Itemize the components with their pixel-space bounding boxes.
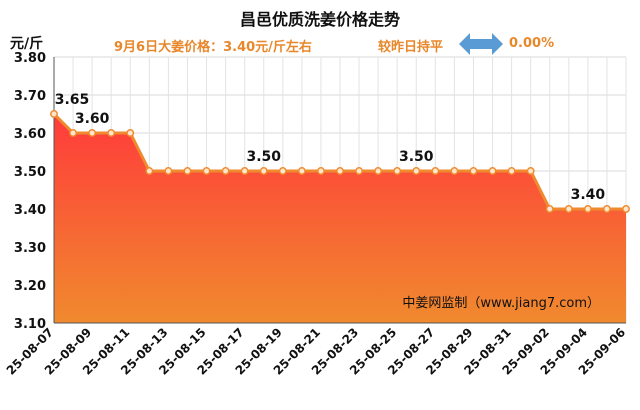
- data-point: [164, 167, 173, 175]
- data-point: [221, 167, 230, 175]
- data-point: [88, 129, 97, 137]
- data-point: [50, 110, 58, 118]
- data-point: [431, 167, 440, 175]
- y-tick-label: 3.80: [14, 51, 46, 66]
- data-point: [412, 167, 421, 175]
- data-point: [602, 205, 611, 213]
- data-point: [183, 167, 192, 175]
- axes: 3.103.203.303.403.503.603.703.8025-08-07…: [4, 51, 628, 378]
- data-point: [469, 167, 478, 175]
- data-point: [450, 167, 459, 175]
- data-points: [50, 110, 630, 213]
- data-label: 3.40: [571, 187, 606, 203]
- data-point: [526, 167, 535, 175]
- data-point: [583, 205, 592, 213]
- data-point: [488, 167, 497, 175]
- data-point: [69, 129, 78, 137]
- change-value: 0.00%: [509, 36, 555, 51]
- data-point: [316, 167, 325, 175]
- y-tick-label: 3.20: [14, 279, 46, 294]
- watermark-text: 中姜网监制（www.jiang7.com）: [402, 296, 600, 311]
- double-arrow-icon: [459, 33, 503, 55]
- y-tick-label: 3.40: [14, 203, 46, 218]
- chart-title: 昌邑优质洗姜价格走势: [239, 10, 400, 29]
- data-point: [297, 167, 306, 175]
- y-tick-label: 3.70: [14, 89, 46, 104]
- data-point: [107, 129, 116, 137]
- data-point: [564, 205, 573, 213]
- data-point: [202, 167, 211, 175]
- data-label: 3.50: [399, 149, 434, 165]
- data-point: [278, 167, 287, 175]
- data-label: 3.50: [246, 149, 281, 165]
- data-point: [126, 129, 135, 137]
- y-tick-label: 3.50: [14, 165, 46, 180]
- data-point: [336, 167, 344, 175]
- data-point: [374, 167, 383, 175]
- price-note: 9月6日大姜价格：3.40元/斤左右: [114, 40, 312, 55]
- data-point: [545, 205, 554, 213]
- data-label: 3.60: [75, 111, 110, 127]
- change-label: 较昨日持平: [378, 40, 444, 55]
- data-point: [259, 167, 268, 175]
- data-point: [240, 167, 249, 175]
- data-point: [355, 167, 364, 175]
- data-labels: 3.65 3.60 3.50 3.50 3.40: [55, 92, 606, 203]
- y-tick-label: 3.10: [14, 317, 46, 332]
- data-point: [145, 167, 154, 175]
- area-fill: [54, 114, 626, 323]
- y-axis-unit: 元/斤: [10, 36, 44, 52]
- data-label: 3.65: [55, 92, 90, 108]
- y-tick-label: 3.60: [14, 127, 46, 142]
- y-tick-label: 3.30: [14, 241, 46, 256]
- data-point: [393, 167, 402, 175]
- data-point: [622, 205, 630, 213]
- data-point: [507, 167, 516, 175]
